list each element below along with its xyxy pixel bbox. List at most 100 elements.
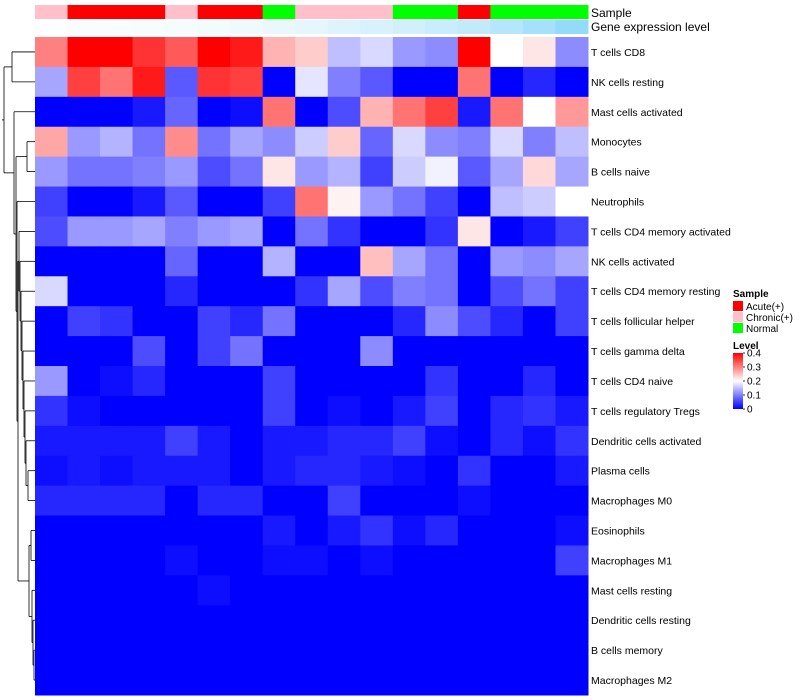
heatmap-cell xyxy=(425,605,459,636)
heatmap-cell xyxy=(327,216,361,247)
row-label: T cells CD4 memory activated xyxy=(591,226,731,238)
heatmap-cell xyxy=(230,395,264,427)
heatmap-cell xyxy=(132,276,166,307)
heatmap-cell xyxy=(295,186,329,217)
heatmap-cell xyxy=(35,336,69,367)
heatmap-cell xyxy=(132,515,166,546)
heatmap-cell xyxy=(522,605,556,636)
heatmap-cell xyxy=(457,276,491,307)
heatmap-cell xyxy=(132,66,166,98)
heatmap-cell xyxy=(555,156,589,188)
heatmap-cell xyxy=(67,246,101,277)
heatmap-cell xyxy=(165,455,199,487)
heatmap-cell xyxy=(327,455,361,487)
heatmap-cell xyxy=(100,276,134,307)
heatmap-cell xyxy=(457,216,491,247)
expression-annotation-cell xyxy=(295,20,329,34)
heatmap-cell xyxy=(295,366,329,397)
heatmap-cell xyxy=(392,485,426,517)
heatmap-cell xyxy=(132,366,166,397)
heatmap-cell xyxy=(360,126,394,158)
heatmap-cell xyxy=(35,605,69,636)
heatmap-cell xyxy=(100,96,134,128)
heatmap-cell xyxy=(522,156,556,188)
heatmap-cell xyxy=(262,306,296,337)
heatmap-cell xyxy=(327,575,361,606)
heatmap-cell xyxy=(555,425,589,457)
heatmap-cell xyxy=(425,186,459,217)
heatmap-cell xyxy=(327,96,361,128)
heatmap-cell xyxy=(457,635,491,666)
expression-annotation-cell xyxy=(490,20,524,34)
heatmap-cell xyxy=(295,665,329,696)
heatmap-cell xyxy=(197,336,231,367)
heatmap-cell xyxy=(67,336,101,367)
heatmap-cell xyxy=(522,455,556,487)
row-label: NK cells resting xyxy=(591,77,664,89)
heatmap-cell xyxy=(295,276,329,307)
heatmap-cell xyxy=(35,515,69,546)
heatmap-cell xyxy=(132,216,166,247)
heatmap-cell xyxy=(490,37,524,68)
heatmap-cell xyxy=(392,156,426,188)
heatmap-cell xyxy=(67,575,101,606)
heatmap-cell xyxy=(165,156,199,188)
heatmap-cell xyxy=(262,276,296,307)
heatmap-cell xyxy=(67,665,101,696)
heatmap-cell xyxy=(490,336,524,367)
heatmap-cell xyxy=(35,156,69,188)
heatmap-cell xyxy=(327,66,361,98)
expression-annotation-cell xyxy=(230,20,264,34)
row-label: Macrophages M0 xyxy=(591,496,672,508)
heatmap-cell xyxy=(35,366,69,397)
heatmap-cell xyxy=(230,575,264,606)
sample-annotation-cell xyxy=(67,5,101,19)
heatmap-cell xyxy=(100,455,134,487)
heatmap-cell xyxy=(522,66,556,98)
heatmap-cell xyxy=(490,485,524,517)
heatmap-cell xyxy=(327,336,361,367)
heatmap-cell xyxy=(522,366,556,397)
heatmap-cell xyxy=(165,395,199,427)
expression-annotation-cell xyxy=(197,20,231,34)
heatmap-cell xyxy=(165,96,199,128)
heatmap-cell xyxy=(555,37,589,68)
heatmap-cell xyxy=(457,515,491,546)
heatmap-cell xyxy=(132,455,166,487)
row-label: B cells memory xyxy=(591,645,664,657)
heatmap-cell xyxy=(197,276,231,307)
row-label: T cells gamma delta xyxy=(591,346,685,358)
heatmap-cell xyxy=(490,635,524,666)
heatmap-cell xyxy=(100,515,134,546)
heatmap-cell xyxy=(67,545,101,576)
heatmap-cell xyxy=(67,635,101,666)
heatmap-cell xyxy=(392,665,426,696)
heatmap-cell xyxy=(67,216,101,247)
heatmap-cell xyxy=(490,366,524,397)
heatmap-cell xyxy=(67,66,101,98)
row-label: Neutrophils xyxy=(591,197,644,209)
heatmap-cell xyxy=(425,425,459,457)
heatmap-cell xyxy=(425,485,459,517)
sample-annotation-cell xyxy=(392,5,426,19)
heatmap-cell xyxy=(197,186,231,217)
heatmap-cell xyxy=(67,96,101,128)
heatmap-cell xyxy=(35,126,69,158)
heatmap-cell xyxy=(392,605,426,636)
heatmap-cell xyxy=(197,126,231,158)
heatmap-cell xyxy=(197,246,231,277)
heatmap-cell xyxy=(457,545,491,576)
heatmap-cell xyxy=(35,37,69,68)
heatmap-cell xyxy=(327,126,361,158)
heatmap-cell xyxy=(262,485,296,517)
heatmap-cell xyxy=(35,485,69,517)
heatmap-cell xyxy=(490,515,524,546)
heatmap-cell xyxy=(100,37,134,68)
row-label: T cells CD8 xyxy=(591,47,645,59)
heatmap-cells xyxy=(35,37,589,696)
heatmap-cell xyxy=(295,37,329,68)
heatmap-cell xyxy=(132,126,166,158)
heatmap-cell xyxy=(425,395,459,427)
heatmap-cell xyxy=(132,665,166,696)
